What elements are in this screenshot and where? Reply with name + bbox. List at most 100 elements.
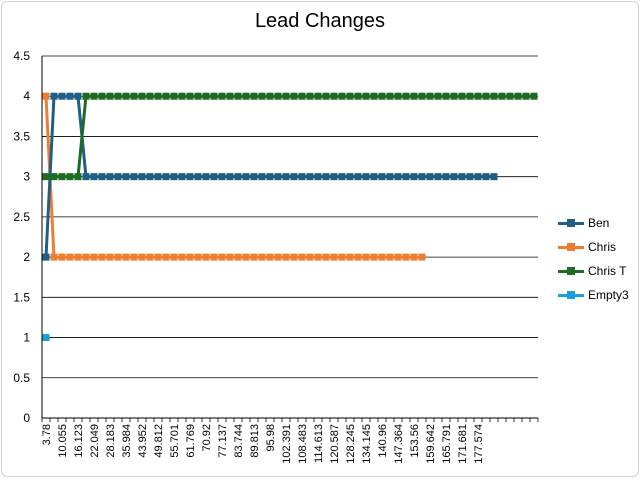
data-point — [466, 92, 474, 100]
data-point — [250, 173, 258, 181]
data-point — [242, 253, 250, 261]
data-point — [474, 92, 482, 100]
y-tick-label: 4.5 — [13, 49, 30, 63]
data-point — [306, 173, 314, 181]
data-point — [66, 173, 74, 181]
x-tick-label: 55.701 — [169, 424, 181, 458]
data-point — [386, 92, 394, 100]
data-point — [394, 92, 402, 100]
data-point — [338, 173, 346, 181]
data-point — [162, 92, 170, 100]
data-point — [210, 173, 218, 181]
series-empty3 — [42, 334, 50, 342]
data-point — [226, 92, 234, 100]
data-point — [410, 253, 418, 261]
gridlines — [42, 55, 538, 379]
x-tick-label: 77.137 — [217, 424, 229, 458]
data-point — [194, 253, 202, 261]
data-point — [74, 173, 82, 181]
x-tick-label: 165.791 — [441, 424, 453, 464]
data-point — [314, 173, 322, 181]
x-tick-label: 120.587 — [329, 424, 341, 464]
data-point — [82, 173, 90, 181]
data-point — [42, 334, 50, 342]
data-point — [354, 92, 362, 100]
data-point — [74, 92, 82, 100]
data-point — [258, 253, 266, 261]
data-point — [346, 92, 354, 100]
data-point — [226, 253, 234, 261]
data-point — [234, 173, 242, 181]
y-tick-label: 0 — [23, 411, 30, 425]
data-point — [466, 173, 474, 181]
data-point — [354, 173, 362, 181]
x-tick-label: 83.744 — [233, 424, 245, 458]
data-point — [218, 92, 226, 100]
data-point — [322, 173, 330, 181]
data-point — [338, 253, 346, 261]
y-tick-label: 3 — [23, 170, 30, 184]
data-point — [274, 173, 282, 181]
x-tick-label: 102.391 — [281, 424, 293, 464]
data-point — [266, 173, 274, 181]
data-point — [506, 92, 514, 100]
data-point — [202, 253, 210, 261]
data-point — [298, 253, 306, 261]
y-tick-label: 1.5 — [13, 290, 30, 304]
data-point — [282, 253, 290, 261]
data-point — [42, 173, 50, 181]
data-point — [482, 92, 490, 100]
data-point — [170, 173, 178, 181]
data-point — [122, 253, 130, 261]
data-point — [330, 173, 338, 181]
data-point — [202, 173, 210, 181]
data-point — [370, 253, 378, 261]
data-point — [138, 173, 146, 181]
data-point — [330, 92, 338, 100]
data-point — [498, 92, 506, 100]
data-point — [58, 173, 66, 181]
data-point — [42, 92, 50, 100]
data-point — [138, 253, 146, 261]
data-point — [178, 173, 186, 181]
data-point — [202, 92, 210, 100]
data-point — [282, 92, 290, 100]
data-point — [314, 92, 322, 100]
x-tick-label: 49.812 — [153, 424, 165, 458]
x-tick-label: 61.769 — [185, 424, 197, 458]
data-point — [154, 253, 162, 261]
data-point — [210, 253, 218, 261]
data-point — [426, 173, 434, 181]
x-tick-label: 35.984 — [121, 424, 133, 458]
data-point — [146, 92, 154, 100]
x-tick-label: 10.055 — [57, 424, 69, 458]
data-point — [266, 92, 274, 100]
data-point — [90, 253, 98, 261]
legend-label: Chris — [588, 240, 617, 254]
data-point — [266, 253, 274, 261]
data-point — [394, 253, 402, 261]
data-point — [442, 92, 450, 100]
x-tick-label: 114.613 — [313, 424, 325, 463]
data-point — [162, 173, 170, 181]
data-point — [274, 92, 282, 100]
data-point — [418, 253, 426, 261]
data-point — [482, 173, 490, 181]
data-point — [434, 92, 442, 100]
data-point — [250, 92, 258, 100]
legend-label: Chris T — [588, 264, 627, 278]
data-point — [106, 173, 114, 181]
data-point — [418, 173, 426, 181]
y-axis-ticks: 0 0.5 1 1.5 2 2.5 3 3.5 4 4.5 — [13, 49, 30, 425]
data-point — [42, 253, 50, 261]
data-point — [378, 173, 386, 181]
y-tick-label: 4 — [23, 89, 30, 103]
data-point — [98, 173, 106, 181]
data-point — [226, 173, 234, 181]
data-point — [362, 253, 370, 261]
x-tick-label: 147.364 — [393, 424, 405, 464]
x-tick-label: 22.049 — [89, 424, 101, 458]
legend-label: Ben — [588, 216, 610, 230]
data-point — [362, 92, 370, 100]
